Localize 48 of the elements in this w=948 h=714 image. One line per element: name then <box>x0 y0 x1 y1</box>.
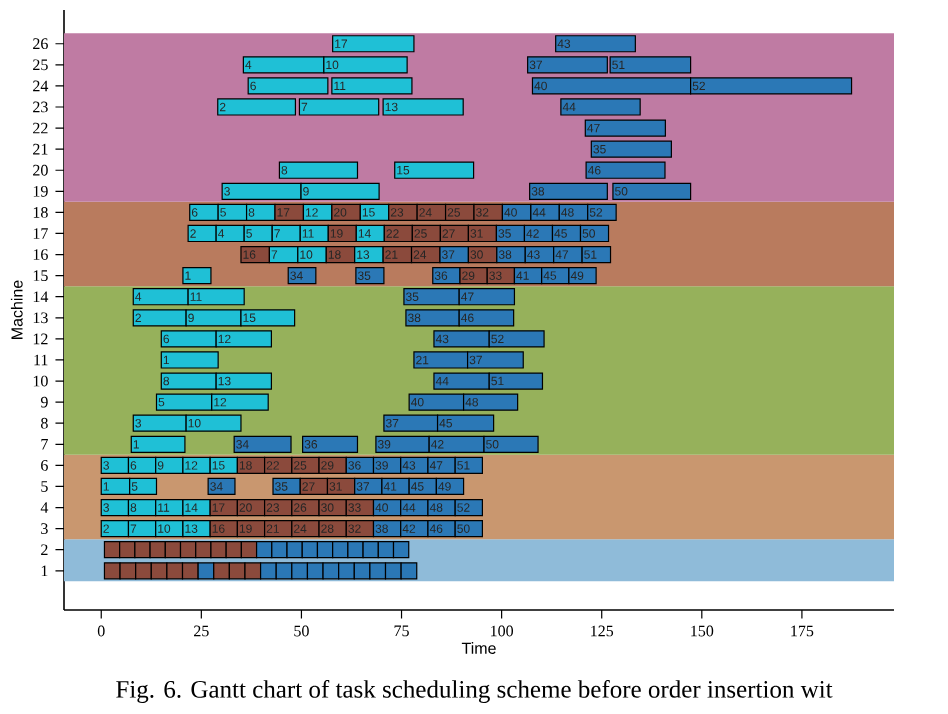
bar <box>612 182 692 200</box>
y-tick-label: 22 <box>33 122 48 134</box>
bar <box>394 161 475 179</box>
bar <box>278 161 359 179</box>
bar <box>529 182 608 200</box>
x-tick-label: 100 <box>491 625 514 637</box>
bar <box>332 35 415 53</box>
y-tick-label: 7 <box>41 439 48 450</box>
y-tick-label: 21 <box>33 143 48 155</box>
x-tick-label: 25 <box>194 625 209 637</box>
y-axis-title: Machine <box>10 280 23 339</box>
y-tick-label: 18 <box>33 207 48 218</box>
x-tick-label: 0 <box>97 625 105 637</box>
y-tick-label: 11 <box>34 354 48 366</box>
y-tick-label: 15 <box>33 270 48 281</box>
y-tick-label: 2 <box>41 544 48 555</box>
bar <box>207 477 236 496</box>
y-tick-label: 23 <box>33 101 48 113</box>
y-tick-label: 3 <box>41 523 48 534</box>
x-tick-label: 50 <box>294 625 309 637</box>
bar <box>302 435 359 453</box>
x-tick-label: 175 <box>791 625 814 637</box>
y-tick-label: 4 <box>40 502 49 513</box>
bar <box>182 267 212 285</box>
x-tick-label: 125 <box>591 625 614 637</box>
y-tick-label: 6 <box>41 460 48 471</box>
y-tick-label: 16 <box>33 249 48 260</box>
bar <box>585 161 666 179</box>
bar <box>355 267 385 285</box>
y-tick-label: 17 <box>33 228 48 239</box>
y-tick-label: 13 <box>33 312 48 324</box>
y-tick-label: 9 <box>40 396 48 408</box>
y-tick-label: 14 <box>33 291 49 302</box>
bar <box>130 435 186 453</box>
y-tick-label: 24 <box>33 80 49 92</box>
x-tick-label: 75 <box>394 625 409 637</box>
y-tick-label: 19 <box>33 185 48 197</box>
y-tick-label: 26 <box>33 38 48 50</box>
y-tick-label: 5 <box>41 481 48 492</box>
x-axis-title: Time <box>461 642 496 654</box>
caption: Fig. 6. Gantt chart of task scheduling scheme before order insertion wit <box>116 679 833 703</box>
x-tick-label: 150 <box>691 625 714 637</box>
y-tick-label: 12 <box>33 333 48 345</box>
y-tick-label: 8 <box>40 417 48 429</box>
y-tick-label: 25 <box>33 59 48 71</box>
y-tick-label: 1 <box>41 565 48 577</box>
y-tick-label: 10 <box>33 375 48 387</box>
y-tick-label: 20 <box>33 164 48 176</box>
